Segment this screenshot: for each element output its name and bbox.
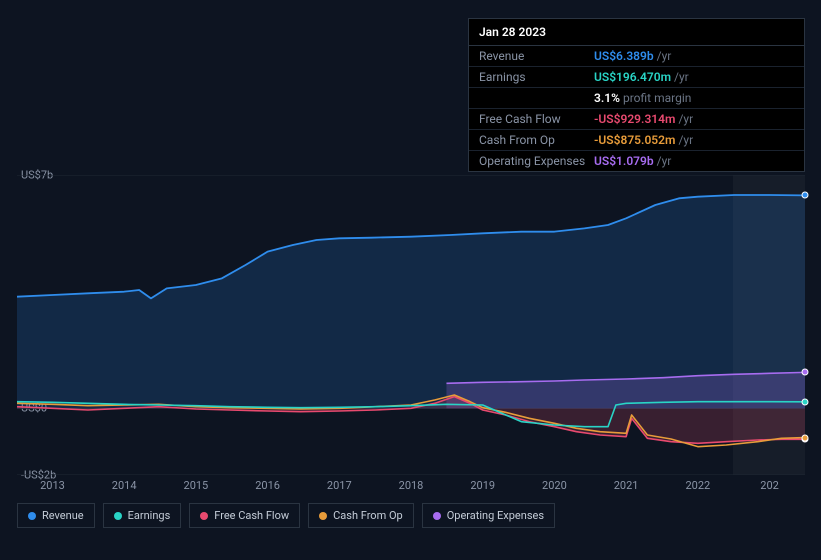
tooltip-row: Free Cash Flow-US$929.314m/yr xyxy=(469,109,804,130)
x-axis-label: 2022 xyxy=(685,479,710,492)
legend-label: Revenue xyxy=(42,509,84,522)
legend-label: Free Cash Flow xyxy=(214,509,289,522)
tooltip-row-label: Revenue xyxy=(479,49,594,63)
legend-item-earnings[interactable]: Earnings xyxy=(103,503,182,528)
tooltip-panel: Jan 28 2023 RevenueUS$6.389b/yrEarningsU… xyxy=(468,18,805,172)
series-end-marker xyxy=(802,398,809,405)
legend-dot-icon xyxy=(28,512,36,520)
legend-dot-icon xyxy=(433,512,441,520)
tooltip-row-suffix: /yr xyxy=(678,133,693,147)
tooltip-row-value: -US$929.314m xyxy=(594,112,675,126)
tooltip-row: Operating ExpensesUS$1.079b/yr xyxy=(469,151,804,171)
legend-item-cash-from-op[interactable]: Cash From Op xyxy=(308,503,414,528)
legend: Revenue Earnings Free Cash Flow Cash From O… xyxy=(17,503,555,528)
tooltip-row: EarningsUS$196.470m/yr xyxy=(469,67,804,88)
tooltip-row-label: Free Cash Flow xyxy=(479,112,594,126)
legend-dot-icon xyxy=(114,512,122,520)
tooltip-row: RevenueUS$6.389b/yr xyxy=(469,46,804,67)
x-axis-label: 2013 xyxy=(40,479,65,492)
tooltip-row-suffix: /yr xyxy=(678,112,693,126)
series-end-marker xyxy=(802,369,809,376)
series-end-marker xyxy=(802,192,809,199)
tooltip-date: Jan 28 2023 xyxy=(469,19,804,46)
legend-item-operating-expenses[interactable]: Operating Expenses xyxy=(422,503,555,528)
legend-item-revenue[interactable]: Revenue xyxy=(17,503,95,528)
x-axis-label: 2017 xyxy=(327,479,352,492)
tooltip-row-suffix: /yr xyxy=(674,70,689,84)
x-axis-label: 2014 xyxy=(112,479,137,492)
legend-dot-icon xyxy=(200,512,208,520)
tooltip-row-value: -US$875.052m xyxy=(594,133,675,147)
tooltip-row-suffix: profit margin xyxy=(623,91,691,105)
legend-dot-icon xyxy=(319,512,327,520)
tooltip-row-label: Operating Expenses xyxy=(479,154,594,168)
tooltip-row: Cash From Op-US$875.052m/yr xyxy=(469,130,804,151)
tooltip-row-label: Earnings xyxy=(479,70,594,84)
tooltip-row-value: US$196.470m xyxy=(594,70,671,84)
x-axis-label: 2019 xyxy=(470,479,495,492)
chart-svg xyxy=(17,175,805,475)
tooltip-row-label: Cash From Op xyxy=(479,133,594,147)
x-axis-label: 2020 xyxy=(542,479,567,492)
tooltip-row: 3.1%profit margin xyxy=(469,88,804,109)
tooltip-row-value: US$6.389b xyxy=(594,49,654,63)
legend-label: Cash From Op xyxy=(333,509,403,522)
tooltip-row-value: 3.1% xyxy=(594,91,620,105)
tooltip-row-label xyxy=(479,91,594,105)
legend-label: Earnings xyxy=(128,509,171,522)
tooltip-row-suffix: /yr xyxy=(657,49,672,63)
legend-label: Operating Expenses xyxy=(447,509,544,522)
x-axis-label: 2016 xyxy=(255,479,280,492)
chart-area: US$7bUS$0-US$2b 201320142015201620172018… xyxy=(17,160,805,540)
x-axis-label: 2015 xyxy=(184,479,209,492)
x-axis-label: 2018 xyxy=(399,479,424,492)
legend-item-free-cash-flow[interactable]: Free Cash Flow xyxy=(189,503,300,528)
tooltip-row-suffix: /yr xyxy=(657,154,672,168)
tooltip-row-value: US$1.079b xyxy=(594,154,654,168)
x-axis-label: 2021 xyxy=(614,479,639,492)
x-axis-label: 202 xyxy=(760,479,779,492)
series-end-marker xyxy=(802,434,809,441)
